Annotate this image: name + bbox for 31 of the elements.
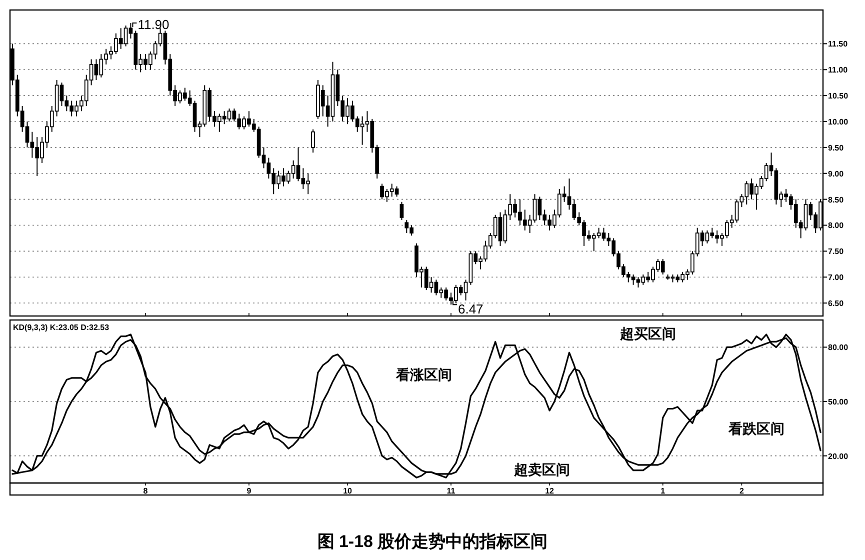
x-tick-label: 8 (143, 486, 148, 496)
y-tick-label: 11.00 (828, 66, 848, 75)
annotation: 6.47 (458, 302, 484, 317)
y-tick-label: 10.50 (828, 92, 849, 101)
chart-subtitle: KD(9,3,3) K:23.05 D:32.53 (13, 323, 110, 332)
y-tick-label: 9.50 (828, 143, 844, 152)
x-tick-label: 9 (246, 486, 252, 496)
y-tick-label: 7.50 (828, 247, 844, 256)
y-tick-label: 8.50 (828, 195, 844, 204)
annotation: 看涨区间 (394, 366, 452, 384)
y-tick-label: 10.00 (828, 118, 849, 127)
y-tick-label: 9.00 (828, 169, 844, 178)
x-tick-label: 10 (343, 486, 353, 496)
annotation: 超买区间 (619, 326, 676, 343)
y-tick-label: 20.00 (828, 452, 849, 461)
x-tick-label: 2 (739, 486, 744, 496)
y-tick-label: 11.50 (828, 40, 848, 49)
candlestick (400, 201, 404, 221)
y-tick-label: 6.50 (828, 299, 844, 308)
y-tick-label: 50.00 (828, 398, 849, 406)
annotation: 超卖区间 (513, 462, 570, 478)
x-tick-label: 12 (545, 486, 555, 496)
x-tick-label: 11 (446, 486, 456, 496)
caption: 图 1-18 股价走势中的指标区间 (317, 532, 548, 551)
annotation: 11.90 (138, 16, 170, 32)
y-tick-label: 8.00 (828, 221, 844, 230)
x-tick-label: 1 (660, 486, 666, 496)
candlestick (311, 128, 315, 154)
annotation: 看跌区间 (727, 420, 784, 438)
y-tick-label: 7.00 (828, 273, 844, 282)
y-tick-label: 80.00 (828, 343, 849, 352)
